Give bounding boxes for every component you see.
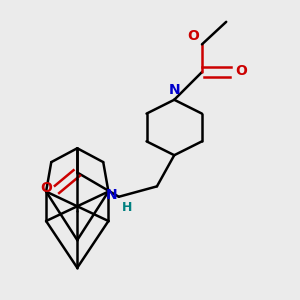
Text: H: H <box>122 201 133 214</box>
Text: O: O <box>187 29 199 43</box>
Text: O: O <box>236 64 247 78</box>
Text: O: O <box>40 181 52 195</box>
Text: N: N <box>106 188 117 203</box>
Text: N: N <box>168 83 180 97</box>
